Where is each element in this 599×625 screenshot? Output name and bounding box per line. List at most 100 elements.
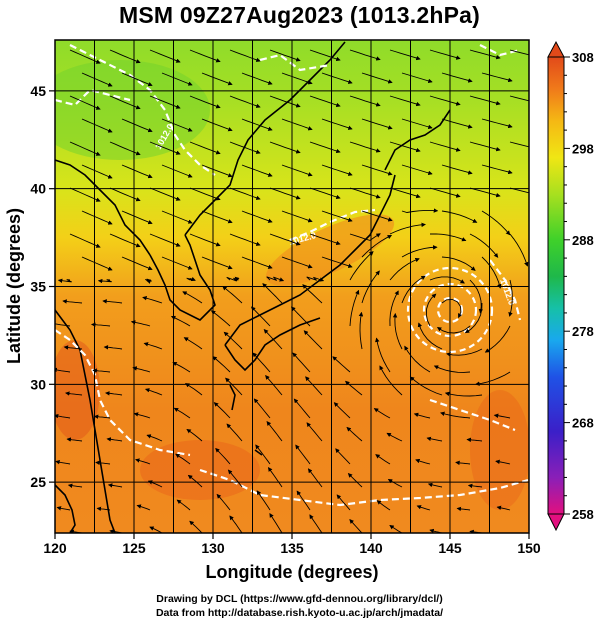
streamline <box>508 279 513 317</box>
streamline <box>161 164 193 178</box>
streamline <box>67 483 83 488</box>
streamline <box>161 210 193 224</box>
streamline <box>441 72 473 83</box>
streamline <box>263 329 283 350</box>
streamline <box>189 520 203 533</box>
streamline <box>96 506 111 512</box>
streamline <box>161 72 193 86</box>
streamline <box>389 49 421 61</box>
streamline <box>441 256 476 271</box>
streamline <box>281 256 313 269</box>
y-axis-title: Latitude (degrees) <box>4 208 24 364</box>
streamline <box>349 233 381 241</box>
streamline <box>57 278 72 283</box>
streamline <box>495 459 511 465</box>
streamline <box>436 325 471 334</box>
streamline <box>349 187 381 199</box>
streamline <box>417 322 443 350</box>
streamline <box>130 320 151 327</box>
streamline <box>429 141 461 152</box>
streamline <box>281 72 313 85</box>
streamline <box>186 428 203 442</box>
streamline <box>309 95 341 108</box>
streamline <box>144 388 163 396</box>
streamline <box>121 164 153 179</box>
y-tick-label: 25 <box>30 474 46 490</box>
streamline <box>201 256 233 270</box>
streamline <box>455 460 471 466</box>
streamline <box>229 95 261 108</box>
streamline <box>309 141 341 154</box>
colorbar-tick-label: 288 <box>572 233 594 248</box>
streamline <box>65 391 83 396</box>
streamline <box>481 118 513 129</box>
streamline <box>109 95 141 110</box>
streamline <box>223 331 243 350</box>
streamline <box>105 391 123 396</box>
streamline <box>135 458 151 465</box>
x-tick-label: 140 <box>359 540 383 556</box>
x-tick-label: 125 <box>122 540 146 556</box>
warm-patch-west <box>55 340 100 440</box>
y-tick-label: 40 <box>30 181 46 197</box>
streamline <box>175 453 191 465</box>
streamline <box>281 210 313 223</box>
credit-drawing: Drawing by DCL (https://www.gfd-dennou.o… <box>156 593 443 605</box>
streamline <box>293 398 311 419</box>
streamline <box>229 49 261 62</box>
streamline <box>102 299 123 304</box>
y-axis-ticks: 25 30 35 40 45 <box>30 83 55 490</box>
streamline <box>227 469 243 488</box>
streamline <box>149 526 163 533</box>
streamline <box>493 413 511 419</box>
streamline <box>509 49 529 56</box>
streamline <box>345 380 363 396</box>
x-tick-label: 145 <box>438 540 462 556</box>
streamline <box>81 164 113 179</box>
streamline <box>226 276 240 282</box>
streamline <box>496 505 511 511</box>
streamline <box>349 251 374 281</box>
streamline <box>267 466 283 488</box>
streamline <box>121 118 153 133</box>
streamline <box>225 377 243 396</box>
x-tick-label: 120 <box>43 540 67 556</box>
streamline <box>216 493 231 511</box>
warm-patch-japan <box>265 214 395 286</box>
streamline <box>93 414 111 419</box>
streamline <box>349 141 381 153</box>
streamline <box>266 276 285 282</box>
green-patch-north <box>55 60 210 160</box>
streamline <box>56 506 71 511</box>
streamline <box>252 352 271 373</box>
streamline <box>186 276 196 282</box>
streamline <box>375 454 391 465</box>
streamline <box>309 233 341 246</box>
streamline <box>336 494 351 511</box>
streamline <box>466 437 483 443</box>
streamline <box>55 367 71 373</box>
streamline <box>469 187 501 198</box>
streamline <box>467 483 483 489</box>
streamline <box>441 298 463 319</box>
streamline <box>429 233 467 242</box>
colorbar-bottom-arrow <box>547 513 565 532</box>
streamline <box>269 141 301 154</box>
colorbar-tick-label: 258 <box>572 507 594 522</box>
streamline <box>389 141 421 153</box>
streamline <box>475 371 511 386</box>
streamline <box>201 164 233 178</box>
colorbar-body <box>547 56 565 515</box>
streamline <box>427 482 443 488</box>
gridlines <box>55 40 529 533</box>
streamline <box>281 164 313 177</box>
streamline <box>189 95 221 109</box>
streamline <box>81 256 113 271</box>
streamline <box>481 164 513 175</box>
streamline <box>321 72 353 84</box>
streamline <box>333 402 351 419</box>
streamline <box>456 506 471 512</box>
streamline <box>92 368 111 373</box>
streamline <box>484 325 511 353</box>
